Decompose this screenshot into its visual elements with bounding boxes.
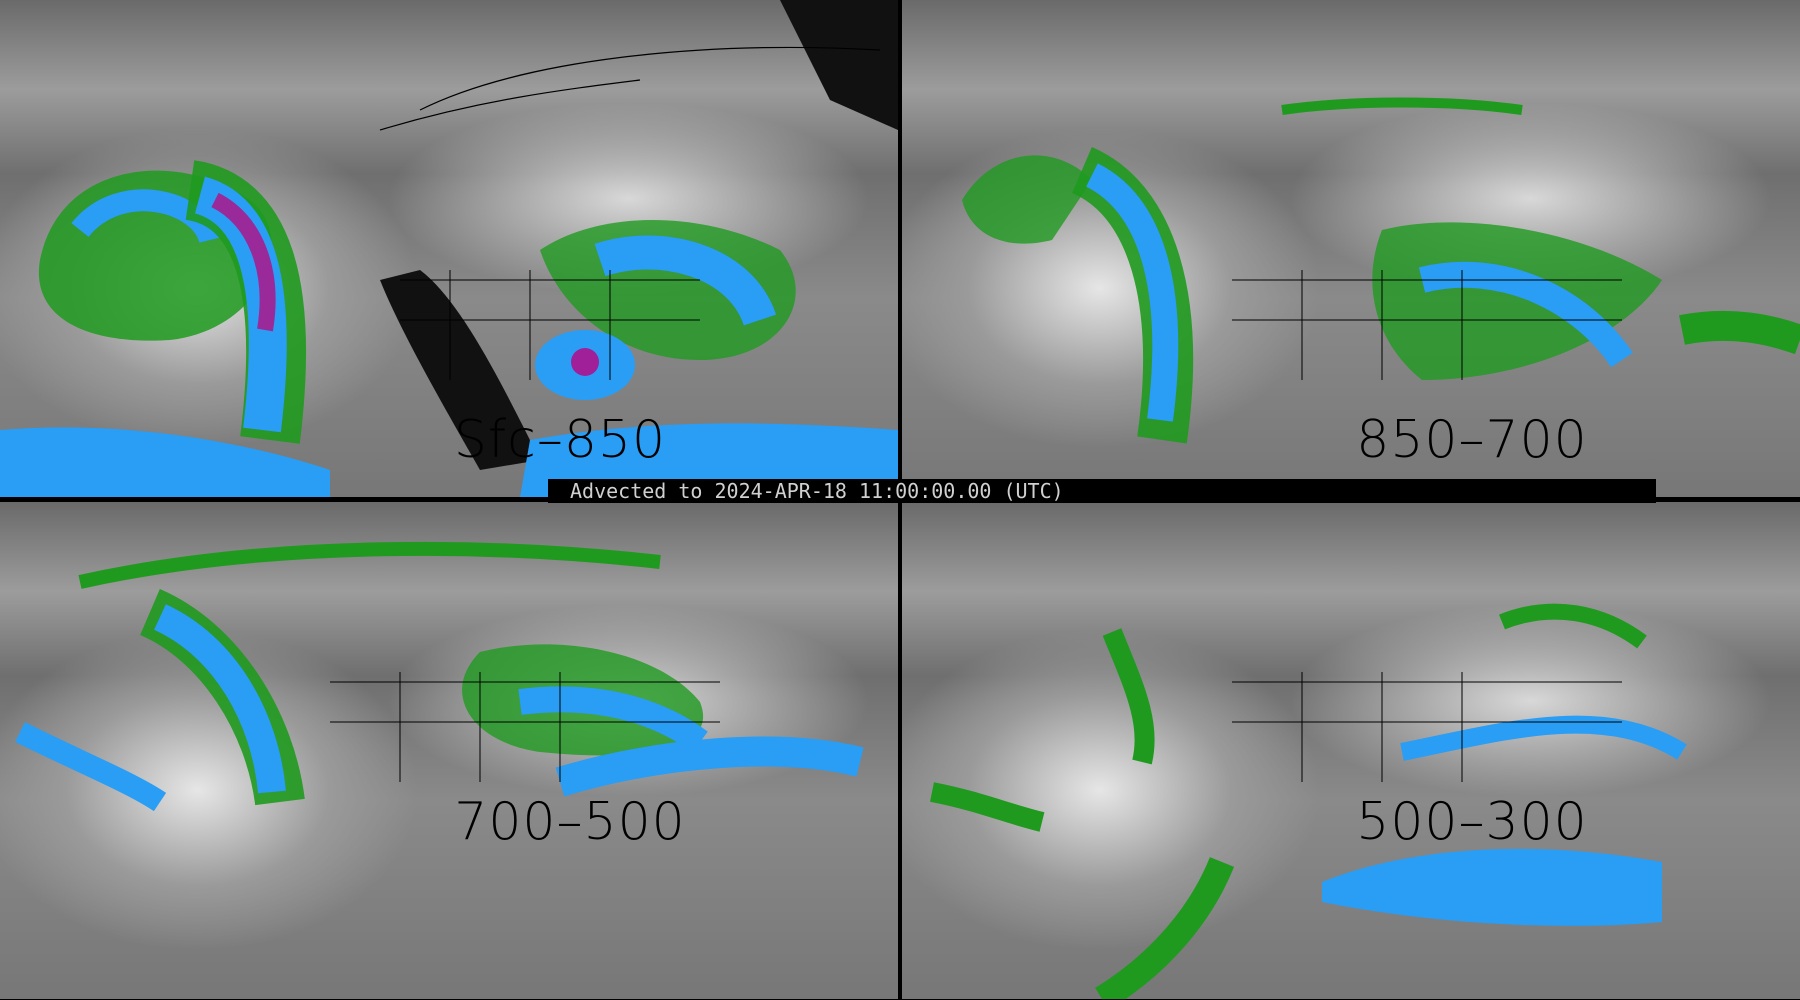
map-field-500-300 <box>930 603 1687 999</box>
panel-sfc-850: Sfc–850 <box>0 0 898 497</box>
valid-time-text: Advected to 2024-APR-18 11:00:00.00 (UTC… <box>570 479 1064 503</box>
panel-label: 700–500 <box>454 792 686 852</box>
map-field-850-700 <box>962 97 1800 444</box>
panel-label: 500–300 <box>1356 792 1588 852</box>
panel-label: 850–700 <box>1356 410 1588 470</box>
panel-700-500: 700–500 <box>0 502 898 999</box>
map-field-700-500 <box>15 541 864 812</box>
panel-850-700: 850–700 <box>902 0 1800 497</box>
valid-time-banner: Advected to 2024-APR-18 11:00:00.00 (UTC… <box>548 479 1656 503</box>
panel-500-300: 500–300 <box>902 502 1800 999</box>
panel-label: Sfc–850 <box>453 410 667 470</box>
map-field-sfc-850 <box>0 0 898 497</box>
